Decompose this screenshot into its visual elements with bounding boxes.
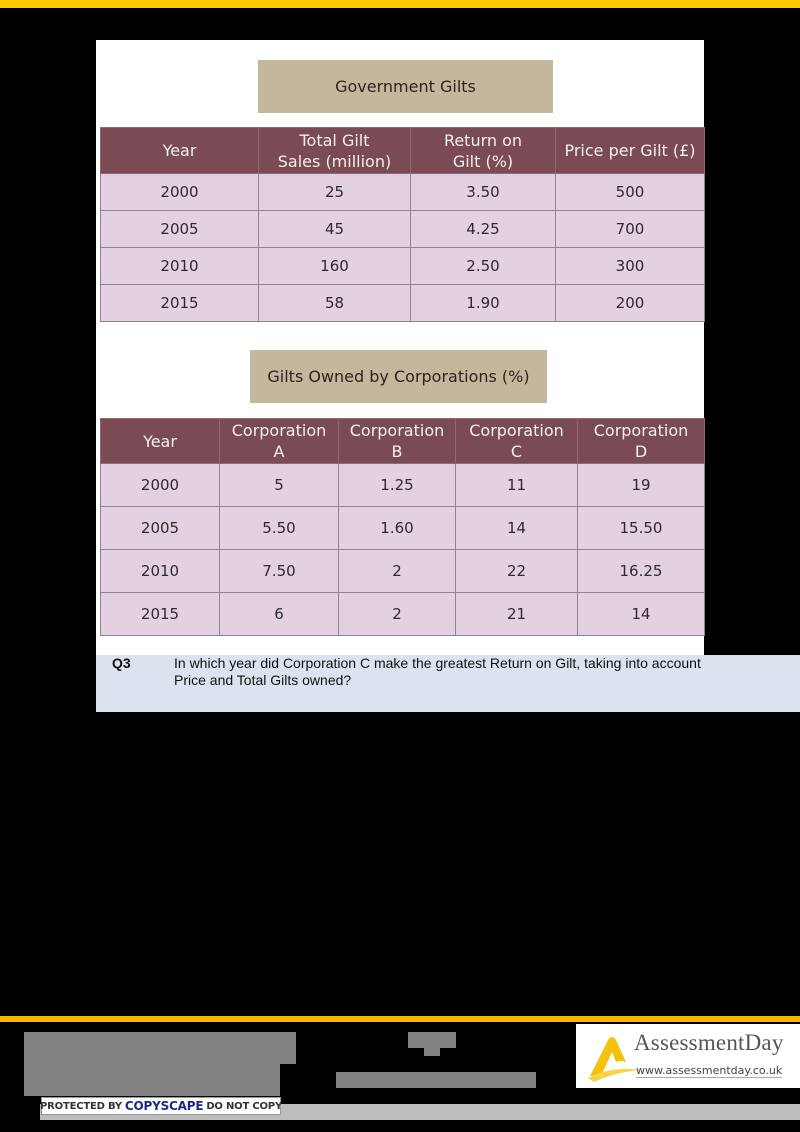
table-row: 2000 25 3.50 500: [100, 173, 705, 211]
redacted-page-number: [408, 1032, 456, 1048]
table-header-row: Year Total Gilt Sales (million) Return on…: [100, 127, 705, 174]
government-gilts-table: Year Total Gilt Sales (million) Return on…: [100, 127, 705, 322]
logo-name: AssessmentDay: [634, 1030, 784, 1055]
question-number: Q3: [112, 655, 131, 671]
redacted-block: [24, 1032, 296, 1064]
header-corporation-d: Corporation D: [577, 418, 705, 464]
cell-year: 2005: [100, 210, 259, 248]
cell-corp-b: 1.60: [338, 506, 456, 550]
header-year: Year: [100, 418, 220, 464]
redacted-block: [24, 1064, 280, 1096]
header-corporation-b: Corporation B: [338, 418, 456, 464]
table-row: 2005 45 4.25 700: [100, 210, 705, 248]
cell-corp-a: 5: [219, 463, 339, 507]
cell-corp-d: 19: [577, 463, 705, 507]
cell-price: 700: [555, 210, 705, 248]
cell-year: 2000: [100, 173, 259, 211]
cell-price: 500: [555, 173, 705, 211]
cell-corp-b: 2: [338, 592, 456, 636]
cell-year: 2000: [100, 463, 220, 507]
corporations-table: Year Corporation A Corporation B Corporati…: [100, 418, 705, 636]
table-row: 2000 5 1.25 11 19: [100, 463, 705, 507]
corporations-title: Gilts Owned by Corporations (%): [250, 350, 547, 403]
header-total-gilt-sales: Total Gilt Sales (million): [258, 127, 411, 174]
cell-total-sales: 58: [258, 284, 411, 322]
copyscape-badge[interactable]: PROTECTED BY COPYSCAPE DO NOT COPY: [40, 1097, 282, 1115]
header-corporation-a: Corporation A: [219, 418, 339, 464]
cell-return: 2.50: [410, 247, 556, 285]
cell-year: 2015: [100, 284, 259, 322]
top-accent-bar: [0, 0, 800, 8]
redacted-page-number: [424, 1048, 440, 1056]
cell-corp-a: 7.50: [219, 549, 339, 593]
cell-corp-a: 5.50: [219, 506, 339, 550]
table-row: 2015 58 1.90 200: [100, 284, 705, 322]
logo-url[interactable]: www.assessmentday.co.uk: [636, 1064, 783, 1078]
header-return-on-gilt: Return on Gilt (%): [410, 127, 556, 174]
table-row: 2010 7.50 2 22 16.25: [100, 549, 705, 593]
cell-return: 3.50: [410, 173, 556, 211]
table-row: 2005 5.50 1.60 14 15.50: [100, 506, 705, 550]
cell-corp-c: 21: [455, 592, 578, 636]
cell-corp-d: 16.25: [577, 549, 705, 593]
cell-year: 2010: [100, 549, 220, 593]
cell-total-sales: 25: [258, 173, 411, 211]
table-row: 2010 160 2.50 300: [100, 247, 705, 285]
cell-corp-b: 1.25: [338, 463, 456, 507]
header-year: Year: [100, 127, 259, 174]
redacted-text: [336, 1072, 536, 1088]
cell-total-sales: 45: [258, 210, 411, 248]
government-gilts-title-text: Government Gilts: [335, 77, 476, 96]
question-box: Q3 In which year did Corporation C make …: [96, 655, 800, 712]
cell-corp-c: 11: [455, 463, 578, 507]
cell-corp-c: 22: [455, 549, 578, 593]
corporations-title-text: Gilts Owned by Corporations (%): [267, 367, 530, 386]
copyscape-brand: COPYSCAPE: [124, 1099, 204, 1113]
assessmentday-a-icon: [588, 1037, 640, 1082]
government-gilts-title: Government Gilts: [258, 60, 553, 113]
cell-total-sales: 160: [258, 247, 411, 285]
cell-return: 4.25: [410, 210, 556, 248]
header-corporation-c: Corporation C: [455, 418, 578, 464]
cell-year: 2015: [100, 592, 220, 636]
question-text: In which year did Corporation C make the…: [174, 655, 701, 688]
cell-year: 2005: [100, 506, 220, 550]
cell-price: 200: [555, 284, 705, 322]
table-header-row: Year Corporation A Corporation B Corporati…: [100, 418, 705, 464]
cell-corp-a: 6: [219, 592, 339, 636]
cell-year: 2010: [100, 247, 259, 285]
footer-accent-line: [0, 1016, 800, 1022]
header-price-per-gilt: Price per Gilt (£): [555, 127, 705, 174]
cell-corp-d: 14: [577, 592, 705, 636]
cell-return: 1.90: [410, 284, 556, 322]
cell-corp-b: 2: [338, 549, 456, 593]
cell-corp-d: 15.50: [577, 506, 705, 550]
assessmentday-logo[interactable]: AssessmentDay www.assessmentday.co.uk: [576, 1024, 800, 1088]
cell-corp-c: 14: [455, 506, 578, 550]
table-row: 2015 6 2 21 14: [100, 592, 705, 636]
cell-price: 300: [555, 247, 705, 285]
